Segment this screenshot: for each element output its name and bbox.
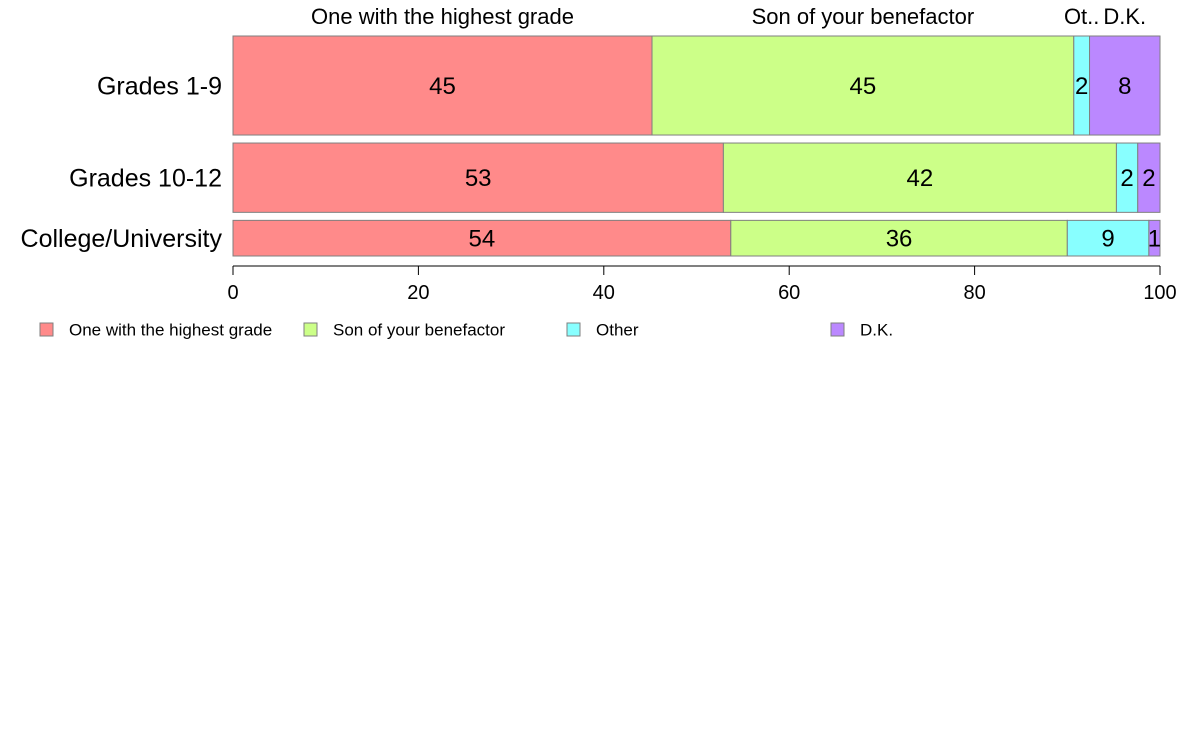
category-label: Grades 1-9 bbox=[97, 73, 222, 101]
x-tick-label: 0 bbox=[227, 282, 238, 304]
series-top-label: Son of your benefactor bbox=[752, 4, 975, 29]
legend-label: D.K. bbox=[860, 321, 893, 340]
top-series-labels: One with the highest grade Son of your be… bbox=[311, 4, 1146, 29]
bar-segment bbox=[1066, 219, 1150, 257]
legend-swatch bbox=[566, 322, 581, 337]
bar-segment bbox=[1148, 219, 1161, 257]
legend-swatch bbox=[303, 322, 318, 337]
data-label: 45 bbox=[850, 73, 877, 100]
data-label: 2 bbox=[1120, 165, 1133, 192]
series-top-label: D.K. bbox=[1103, 4, 1146, 29]
bar-segment bbox=[232, 35, 653, 136]
data-label: 53 bbox=[465, 165, 492, 192]
legend-label: Son of your benefactor bbox=[333, 321, 505, 340]
series-top-label: One with the highest grade bbox=[311, 4, 574, 29]
data-label: 2 bbox=[1075, 73, 1088, 100]
x-tick-label: 40 bbox=[593, 282, 615, 304]
x-tick-label: 80 bbox=[963, 282, 985, 304]
bar-segment bbox=[232, 219, 732, 257]
data-label: 36 bbox=[886, 226, 913, 253]
data-label: 8 bbox=[1118, 73, 1131, 100]
data-label: 9 bbox=[1101, 226, 1114, 253]
x-tick-label: 100 bbox=[1143, 282, 1176, 304]
legend: One with the highest grade Son of your be… bbox=[39, 321, 893, 340]
bar-segment bbox=[1137, 142, 1161, 213]
category-label: College/University bbox=[21, 225, 223, 253]
x-tick-label: 20 bbox=[407, 282, 429, 304]
data-label: 1 bbox=[1148, 226, 1161, 253]
legend-swatch bbox=[39, 322, 54, 337]
series-top-label: Ot.. bbox=[1064, 4, 1099, 29]
bar-segment bbox=[651, 35, 1075, 136]
bars: 45 45 2 853 42 2 254 36 9 1 bbox=[232, 35, 1161, 257]
data-label: 45 bbox=[429, 73, 456, 100]
data-label: 2 bbox=[1142, 165, 1155, 192]
x-axis: 0 20 40 60 80 100 bbox=[227, 265, 1177, 304]
data-label: 42 bbox=[907, 165, 934, 192]
legend-label: Other bbox=[596, 321, 639, 340]
bar-segment bbox=[722, 142, 1117, 213]
bar-segment bbox=[730, 219, 1068, 257]
bar-segment bbox=[232, 142, 724, 213]
x-tick-label: 60 bbox=[778, 282, 800, 304]
legend-swatch bbox=[830, 322, 845, 337]
legend-label: One with the highest grade bbox=[69, 321, 272, 340]
bar-segment bbox=[1089, 35, 1161, 136]
category-labels: Grades 1-9 Grades 10-12 College/University bbox=[21, 73, 223, 254]
category-label: Grades 10-12 bbox=[69, 165, 222, 193]
data-label: 54 bbox=[469, 226, 496, 253]
